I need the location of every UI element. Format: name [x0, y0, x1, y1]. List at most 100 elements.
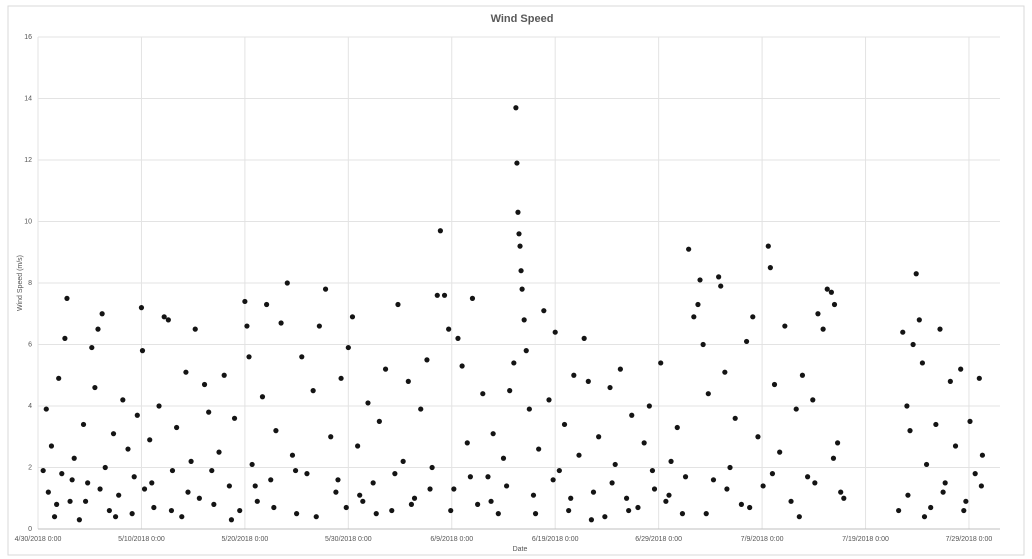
point [89, 344, 95, 351]
point [972, 471, 978, 477]
point [799, 372, 806, 378]
point [237, 507, 243, 514]
point [561, 421, 568, 428]
point [357, 492, 363, 498]
point [221, 372, 227, 378]
point [82, 498, 89, 504]
y-tick-label: 6 [28, 341, 32, 348]
point [459, 363, 465, 369]
point [641, 440, 647, 446]
point [395, 301, 401, 308]
point [663, 498, 669, 504]
point [134, 412, 140, 418]
point [40, 467, 46, 474]
point [129, 511, 135, 517]
point [183, 369, 189, 375]
point [820, 326, 826, 332]
point [99, 311, 105, 317]
point [612, 461, 618, 468]
point [201, 381, 208, 388]
point [626, 507, 632, 514]
point [64, 295, 70, 301]
x-tick-label: 7/9/2018 0:00 [741, 536, 784, 543]
point [940, 489, 946, 495]
point [750, 314, 756, 320]
point [805, 474, 811, 480]
point [427, 486, 433, 492]
point [904, 403, 910, 409]
point [700, 341, 706, 348]
point [475, 501, 481, 507]
point [755, 434, 761, 440]
point [112, 514, 119, 520]
point [206, 409, 212, 415]
y-axis-label: Wind Speed (m/s) [17, 255, 24, 311]
chart-title: Wind Speed [491, 13, 554, 25]
point [979, 452, 986, 458]
point [349, 314, 356, 320]
point [767, 265, 773, 271]
point [581, 335, 587, 341]
point [242, 298, 248, 305]
point [437, 228, 443, 234]
point [424, 357, 430, 363]
point [69, 477, 75, 483]
chart-frame [7, 5, 1025, 556]
point [500, 455, 507, 461]
point [519, 286, 525, 292]
point [590, 489, 597, 495]
point [469, 295, 476, 301]
point [43, 406, 49, 412]
point [411, 495, 418, 501]
point [738, 501, 744, 507]
point [226, 483, 232, 489]
point [376, 418, 382, 424]
point [343, 504, 349, 511]
point [978, 483, 984, 489]
point [67, 498, 73, 504]
point [666, 492, 672, 498]
point [830, 455, 837, 461]
point [718, 283, 724, 289]
point [400, 458, 406, 464]
point [441, 292, 448, 298]
point [942, 480, 948, 486]
point [480, 391, 486, 397]
point [617, 366, 623, 372]
point [923, 461, 930, 468]
point [490, 431, 496, 437]
point [292, 467, 299, 474]
point [503, 483, 510, 489]
point [165, 317, 171, 323]
point [674, 424, 680, 431]
point [254, 498, 260, 504]
point [788, 498, 794, 504]
point [382, 366, 389, 372]
point [488, 498, 494, 504]
point [697, 277, 703, 283]
point [831, 301, 838, 308]
point [102, 464, 108, 471]
point [517, 243, 523, 249]
point [185, 489, 191, 495]
point [710, 477, 717, 483]
point [392, 471, 398, 477]
point [174, 424, 180, 431]
point [658, 360, 664, 366]
y-tick-label: 12 [24, 157, 32, 164]
point [467, 474, 473, 480]
point [651, 486, 658, 492]
point [536, 446, 542, 452]
point [51, 514, 58, 520]
point [56, 375, 62, 381]
point [703, 511, 709, 517]
point [907, 428, 913, 434]
x-tick-label: 5/20/2018 0:00 [222, 536, 269, 543]
point [550, 477, 556, 483]
point [921, 514, 928, 520]
point [139, 348, 146, 354]
point [769, 471, 776, 477]
point [228, 517, 235, 523]
point [521, 317, 527, 323]
